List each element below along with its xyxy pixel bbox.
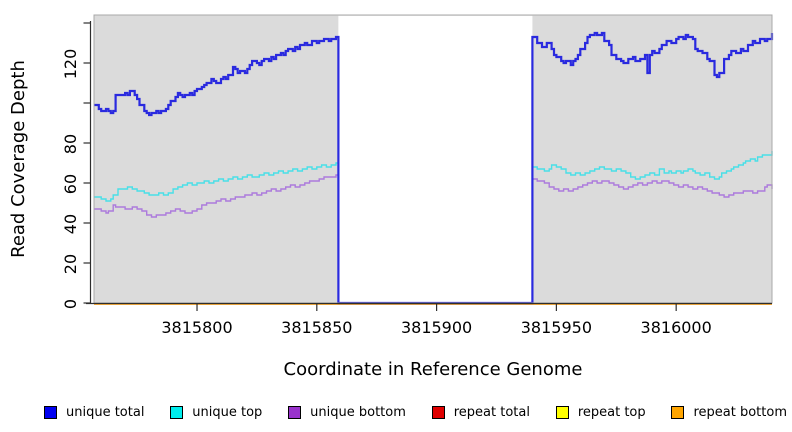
x-tick-label: 3815900 [401, 318, 472, 337]
coverage-gap-region [338, 15, 533, 303]
legend-label: repeat total [453, 404, 530, 420]
legend-swatch-repeat-bottom [671, 405, 685, 419]
y-tick-label: 60 [61, 174, 80, 194]
y-tick-label: 40 [61, 214, 80, 234]
legend-swatch-unique-top [170, 405, 184, 419]
legend-item-repeat-top: repeat top [555, 404, 646, 420]
legend-swatch-repeat-total [431, 405, 445, 419]
legend-swatch-repeat-top [555, 405, 569, 419]
legend-label: unique bottom [310, 404, 406, 420]
x-tick-label: 3816000 [641, 318, 712, 337]
legend-label: unique top [192, 404, 263, 420]
y-axis-title: Read Coverage Depth [8, 60, 29, 258]
legend-label: repeat top [577, 404, 646, 420]
x-tick-label: 3815800 [161, 318, 232, 337]
legend-label: repeat bottom [693, 404, 787, 420]
legend-item-unique-bottom: unique bottom [288, 405, 406, 420]
legend-label: unique total [66, 404, 145, 420]
legend-item-unique-top: unique top [170, 405, 262, 420]
legend-swatch-unique-bottom [288, 405, 302, 419]
y-tick-label: 20 [61, 254, 80, 274]
legend-item-repeat-total: repeat total [431, 404, 530, 420]
legend-item-unique-total: unique total [44, 405, 144, 420]
legend-swatch-unique-total [44, 405, 57, 419]
x-tick-label: 3815850 [281, 318, 352, 337]
y-tick-label: 0 [61, 299, 80, 309]
x-axis-title: Coordinate in Reference Genome [284, 359, 583, 380]
y-tick-label: 120 [61, 49, 80, 80]
y-tick-label: 80 [61, 134, 80, 154]
series-line-unique-top [94, 151, 773, 304]
legend: unique total unique top unique bottom repea… [44, 399, 787, 425]
legend-item-repeat-bottom: repeat bottom [671, 405, 787, 420]
series-line-unique-total [94, 31, 774, 305]
x-tick-label: 3815950 [521, 318, 592, 337]
coverage-plot: 0 20 40 60 80 120 3815800 3815850 3815900 3815950… [8, 14, 774, 380]
